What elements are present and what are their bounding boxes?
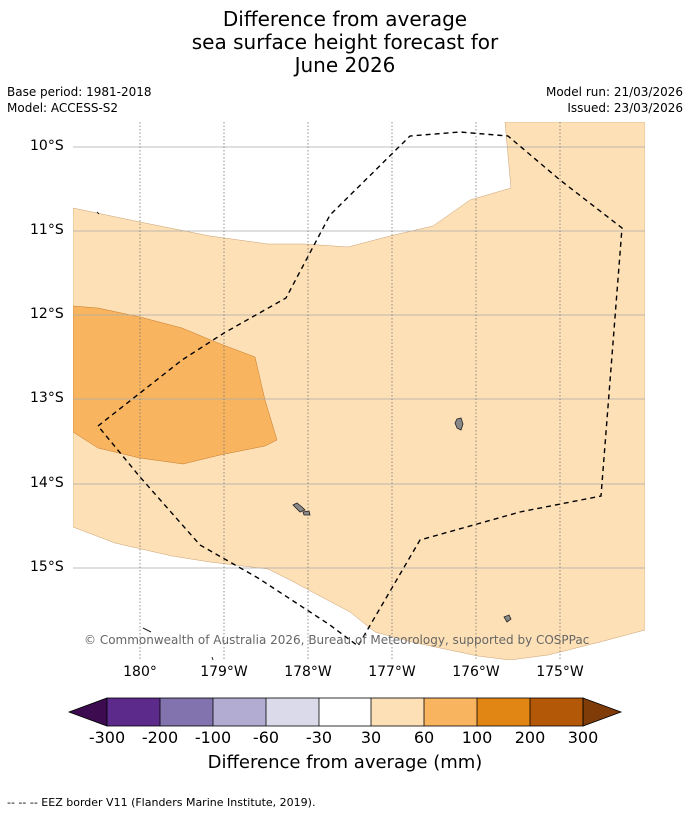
- eez-legend: -- -- -- EEZ border V11 (Flanders Marine…: [7, 796, 316, 809]
- island-niuafoou: [503, 614, 512, 623]
- colorbar-bin-4: [266, 698, 319, 726]
- colorbar-label: 60: [413, 728, 435, 747]
- colorbar-label: -30: [305, 728, 333, 747]
- colorbar-label: 200: [514, 728, 546, 747]
- colorbar-extend-low: [67, 697, 108, 727]
- eez-border: [97, 131, 623, 648]
- lon-label-179w: 179°W: [200, 664, 248, 680]
- lat-label-12s: 12°S: [30, 306, 64, 322]
- title-line-3: June 2026: [294, 53, 396, 77]
- lon-label-177w: 177°W: [368, 664, 416, 680]
- model-run: Model run: 21/03/2026: [545, 85, 683, 99]
- colorbar-label: 100: [461, 728, 493, 747]
- colorbar-bin-8: [477, 698, 530, 726]
- lat-label-14s: 14°S: [30, 475, 64, 491]
- islands: [292, 417, 512, 623]
- chart-title: Difference from average sea surface heig…: [0, 8, 690, 77]
- lon-label-178w: 178°W: [284, 664, 332, 680]
- colorbar-extend-high: [582, 697, 623, 727]
- longitude-gridlines: [139, 122, 561, 660]
- base-period: Base period: 1981-2018: [7, 85, 152, 99]
- meta-left: Base period: 1981-2018 Model: ACCESS-S2: [7, 84, 152, 116]
- colorbar-bin-1: [107, 698, 160, 726]
- lon-label-180: 180°: [123, 664, 157, 680]
- island-futuna: [454, 417, 464, 431]
- title-line-2: sea surface height forecast for: [191, 30, 499, 54]
- colorbar-bin-3: [213, 698, 266, 726]
- lat-label-11s: 11°S: [30, 222, 64, 238]
- colorbar-label: 30: [360, 728, 382, 747]
- colorbar-label: -100: [194, 728, 232, 747]
- colorbar-label: -300: [88, 728, 126, 747]
- issued-date: Issued: 23/03/2026: [567, 101, 683, 115]
- coast-fragments: [96, 211, 214, 661]
- lat-label-13s: 13°S: [30, 390, 64, 406]
- anomaly-region-60-100: [73, 305, 278, 465]
- colorbar-title: Difference from average (mm): [207, 752, 483, 773]
- island-wallis: [292, 502, 306, 513]
- colorbar-label: -60: [252, 728, 280, 747]
- lat-label-10s: 10°S: [30, 138, 64, 154]
- colorbar-bin-7: [424, 698, 477, 726]
- colorbar-bin-6: [371, 698, 424, 726]
- meta-right: Model run: 21/03/2026 Issued: 23/03/2026: [546, 84, 683, 116]
- anomaly-region-30-60: [73, 122, 645, 660]
- colorbar-label: -200: [141, 728, 179, 747]
- colorbar-bin-5: [319, 698, 371, 726]
- title-line-1: Difference from average: [222, 7, 468, 31]
- colorbar-bin-9: [530, 698, 583, 726]
- lon-label-175w: 175°W: [536, 664, 584, 680]
- model-name: Model: ACCESS-S2: [7, 101, 119, 115]
- copyright-notice: © Commonwealth of Australia 2026, Bureau…: [84, 633, 590, 647]
- colorbar-label: 300: [567, 728, 599, 747]
- colorbar: [67, 697, 623, 727]
- island-wallis-small: [302, 510, 311, 516]
- lat-label-15s: 15°S: [30, 559, 64, 575]
- latitude-gridlines: [73, 146, 645, 569]
- colorbar-bin-2: [160, 698, 213, 726]
- lon-label-176w: 176°W: [452, 664, 500, 680]
